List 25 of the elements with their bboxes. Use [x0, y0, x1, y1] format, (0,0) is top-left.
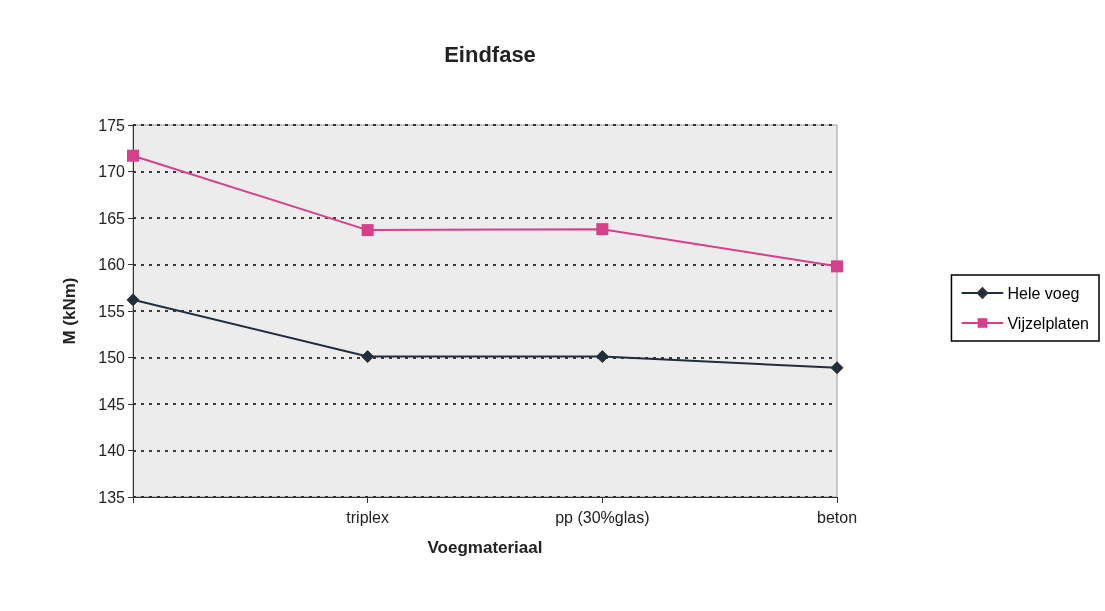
legend-label: Hele voeg [1007, 284, 1080, 302]
chart-title: Eindfase [444, 41, 536, 67]
point [361, 224, 374, 237]
y-tick-label: 155 [98, 302, 126, 320]
point [361, 350, 375, 364]
legend-label: Vijzelplaten [1007, 314, 1090, 332]
y-tick-label: 145 [98, 395, 126, 413]
x-tick-label: triplex [346, 508, 390, 526]
point [596, 223, 609, 236]
point [595, 350, 609, 364]
y-tick-label: 165 [98, 209, 126, 227]
point [830, 361, 844, 375]
y-tick-label: 170 [98, 163, 126, 180]
y-tick-label: 135 [98, 488, 126, 506]
y-tick-label: 140 [98, 442, 126, 459]
y-tick-label: 175 [98, 116, 126, 134]
x-tick-label: pp (30%glas) [555, 508, 650, 526]
y-axis-title: M (kNm) [60, 277, 79, 345]
point [831, 260, 843, 273]
x-axis-title: Voegmateriaal [427, 538, 543, 557]
x-tick-label: beton [816, 508, 858, 526]
y-tick-label: 160 [98, 256, 126, 273]
y-tick-label: 150 [98, 349, 126, 366]
point [126, 293, 140, 307]
point [127, 149, 139, 162]
